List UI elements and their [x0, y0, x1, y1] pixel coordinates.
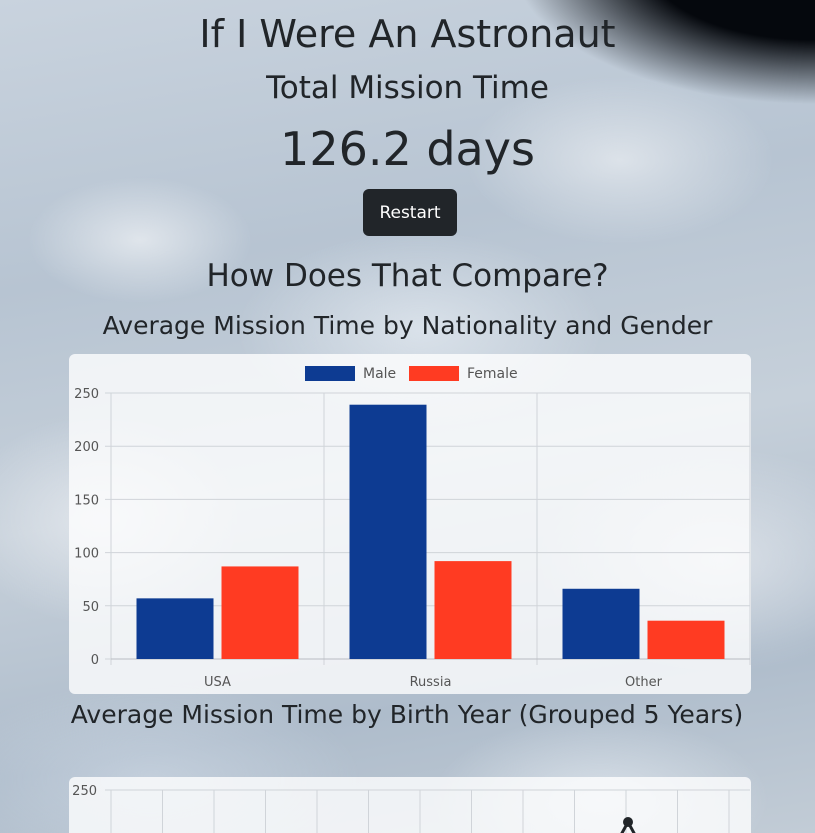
- y-tick-label: 250: [74, 387, 99, 402]
- bar-male-russia[interactable]: [349, 404, 427, 659]
- legend-swatch-male[interactable]: [305, 366, 355, 381]
- mission-time-value: 126.2 days: [280, 122, 535, 176]
- chart2-grid: [105, 789, 750, 833]
- legend-swatch-female[interactable]: [409, 366, 459, 381]
- y-tick-label: 100: [74, 547, 99, 562]
- y-tick-label: 150: [74, 493, 99, 508]
- nationality-bar-chart: 0 50 100 150 200 250 USA Russia Other Male Female: [74, 366, 751, 690]
- nationality-chart-heading: Average Mission Time by Nationality and …: [102, 311, 713, 340]
- y-tick-label: 0: [91, 653, 99, 668]
- nationality-chart-card: 0 50 100 150 200 250 USA Russia Other Male Female: [69, 354, 751, 694]
- birth-year-chart-card: 250: [69, 777, 751, 833]
- compare-heading: How Does That Compare?: [206, 258, 609, 294]
- y-tick-label: 50: [82, 600, 99, 615]
- data-point[interactable]: [623, 817, 633, 827]
- mission-time-label: Total Mission Time: [266, 70, 549, 106]
- bar-male-usa[interactable]: [136, 598, 214, 659]
- bar-female-russia[interactable]: [434, 561, 512, 659]
- x-tick-label: Other: [625, 675, 663, 690]
- bar-female-usa[interactable]: [221, 566, 299, 659]
- bar-female-other[interactable]: [647, 620, 725, 659]
- legend-label-male[interactable]: Male: [363, 366, 396, 382]
- legend-label-female[interactable]: Female: [467, 366, 518, 382]
- x-tick-label: Russia: [410, 675, 452, 690]
- page-title: If I Were An Astronaut: [199, 12, 616, 56]
- x-tick-label: USA: [204, 675, 231, 690]
- birth-year-chart-heading: Average Mission Time by Birth Year (Grou…: [70, 700, 744, 729]
- bar-male-other[interactable]: [562, 588, 640, 659]
- restart-button[interactable]: Restart: [363, 189, 457, 236]
- y-tick-label: 250: [72, 784, 97, 799]
- birth-year-line-chart: 250: [72, 784, 750, 833]
- y-tick-label: 200: [74, 440, 99, 455]
